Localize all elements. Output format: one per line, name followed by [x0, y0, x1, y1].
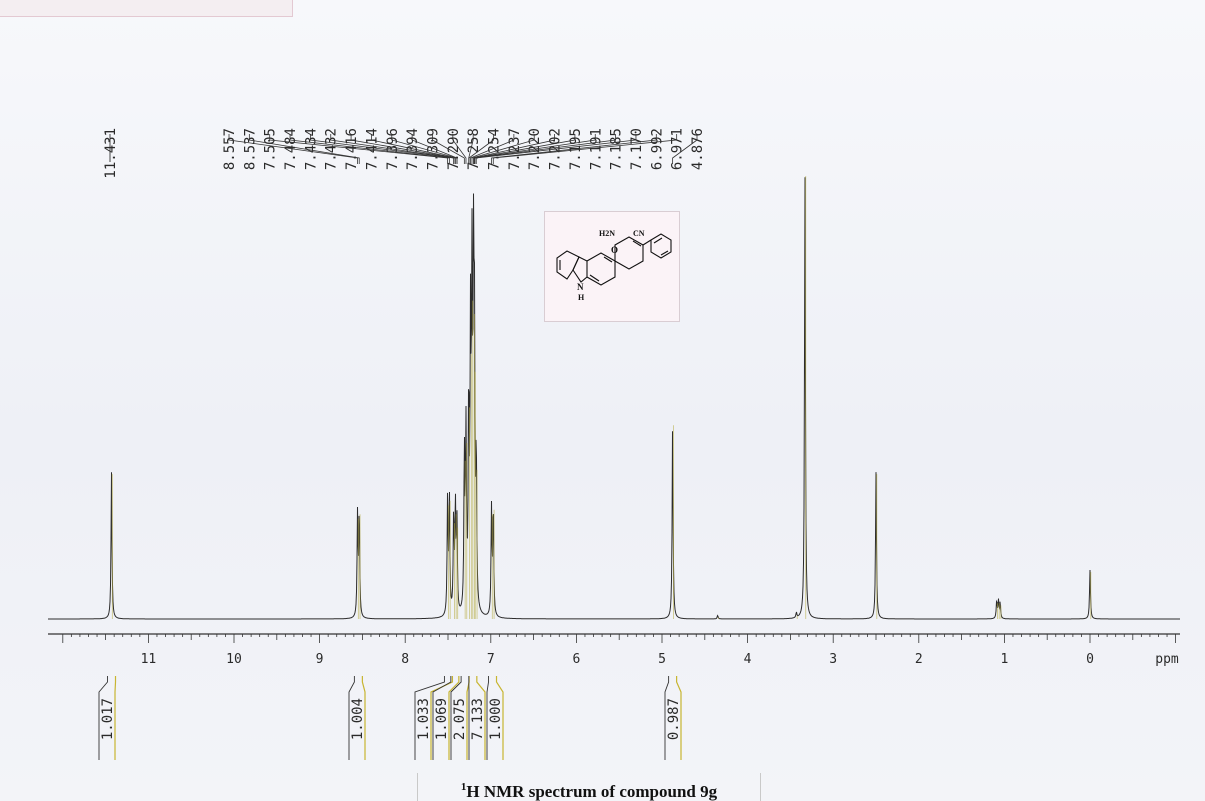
peak-connector [371, 134, 456, 164]
oxygen-label: O [611, 245, 618, 255]
peak-connector [474, 134, 617, 164]
peak-connector [672, 134, 698, 164]
peak-label: 7.170 [629, 128, 645, 170]
integral-bracket-left [414, 676, 445, 760]
x-tick-label: 0 [1086, 652, 1094, 667]
integral-bracket-left [486, 676, 489, 760]
amine-label: H2N [599, 229, 615, 238]
peak-connector [474, 134, 596, 164]
integral-value: 7.133 [470, 698, 486, 740]
peak-connector [475, 134, 637, 164]
x-tick-label: 4 [744, 652, 752, 667]
peak-label: 7.309 [425, 128, 441, 170]
peak-label: 7.434 [303, 128, 319, 170]
ppm-axis: 11 10 9 8 7 6 5 4 3 2 1 0 ppm [48, 633, 1180, 667]
figure-caption: 1H NMR spectrum of compound 9g [417, 773, 761, 801]
peak-label: 4.876 [690, 128, 706, 170]
integral-bracket-left [432, 676, 452, 760]
peak-connector [491, 134, 657, 164]
peak-label: 7.416 [344, 128, 360, 170]
peak-label: 8.537 [242, 128, 258, 170]
integral-bracket-left [98, 676, 108, 760]
x-tick-label: 10 [226, 652, 242, 667]
integral-value: 1.004 [350, 698, 366, 740]
integral-bracket-right [676, 676, 682, 760]
peak-label: 6.971 [670, 128, 686, 170]
peak-connector [470, 134, 515, 164]
x-tick-label: 7 [487, 652, 495, 667]
peak-label: 7.290 [446, 128, 462, 170]
integral-value: 1.000 [488, 698, 504, 740]
integral-value: 1.017 [100, 698, 116, 740]
peak-label: 7.254 [487, 128, 503, 170]
integral-bracket-right [114, 676, 117, 760]
peak-connector [468, 134, 494, 164]
peak-label: 6.992 [649, 128, 665, 170]
x-tick-label: 11 [141, 652, 157, 667]
peak-connector [330, 134, 455, 164]
peak-label: 7.191 [588, 128, 604, 170]
spectrum-trace [48, 177, 1180, 620]
peak-label: 7.432 [324, 128, 340, 170]
integral-value: 2.075 [452, 698, 468, 740]
nh-hydrogen-label: H [578, 293, 585, 302]
x-axis-unit-label: ppm [1155, 652, 1179, 667]
integral-group: 1.017 1.004 1.033 1.069 2.075 7.133 1.000 0.987 [98, 676, 682, 760]
x-tick-label: 5 [658, 652, 666, 667]
molecule-structure-inset: H2N CN O N H [544, 211, 680, 322]
integral-bracket-left [348, 676, 355, 760]
peak-connector [411, 134, 458, 164]
integral-value: 0.987 [666, 698, 682, 740]
peak-connector [248, 134, 360, 164]
nitrile-label: CN [633, 229, 645, 238]
spectrum-trace-group [48, 176, 1180, 620]
peak-label-group: 11.431 8.557 8.537 7.505 7.484 7.434 7.432 7.41… [103, 128, 706, 179]
x-tick-label: 6 [572, 652, 580, 667]
peak-connector [452, 134, 467, 164]
caption-text: H NMR spectrum of compound 9g [466, 782, 718, 801]
x-tick-label: 3 [829, 652, 837, 667]
x-tick-label: 8 [401, 652, 409, 667]
integral-bracket-left [664, 676, 670, 760]
integral-value: 1.069 [434, 698, 450, 740]
peak-connector [473, 134, 555, 164]
peak-connector [269, 134, 448, 164]
molecule-structure-drawing: H2N CN O N H [556, 229, 672, 302]
integral-bracket-right [495, 676, 504, 760]
peak-connector [432, 134, 465, 164]
peak-connector [471, 134, 535, 164]
peak-connector [289, 134, 450, 164]
x-tick-label: 9 [316, 652, 324, 667]
peak-label: 7.185 [609, 128, 625, 170]
integral-value: 1.033 [416, 698, 432, 740]
integral-bracket-left [450, 676, 462, 760]
integral-bracket-right [361, 676, 366, 760]
peak-label: 11.431 [103, 128, 119, 179]
x-tick-label: 2 [915, 652, 923, 667]
scan-edge-strip [0, 0, 293, 17]
peak-connector [228, 134, 358, 164]
nh-label: N [577, 282, 584, 292]
caption-superscript: 1 [460, 781, 467, 793]
peak-connector [492, 134, 678, 164]
integral-bracket-right [448, 676, 460, 760]
peak-connector-group [109, 134, 698, 164]
peak-label: 8.557 [222, 128, 238, 170]
integral-bracket-right [476, 676, 486, 760]
peak-label: 7.505 [263, 128, 279, 170]
x-tick-label: 1 [1000, 652, 1008, 667]
